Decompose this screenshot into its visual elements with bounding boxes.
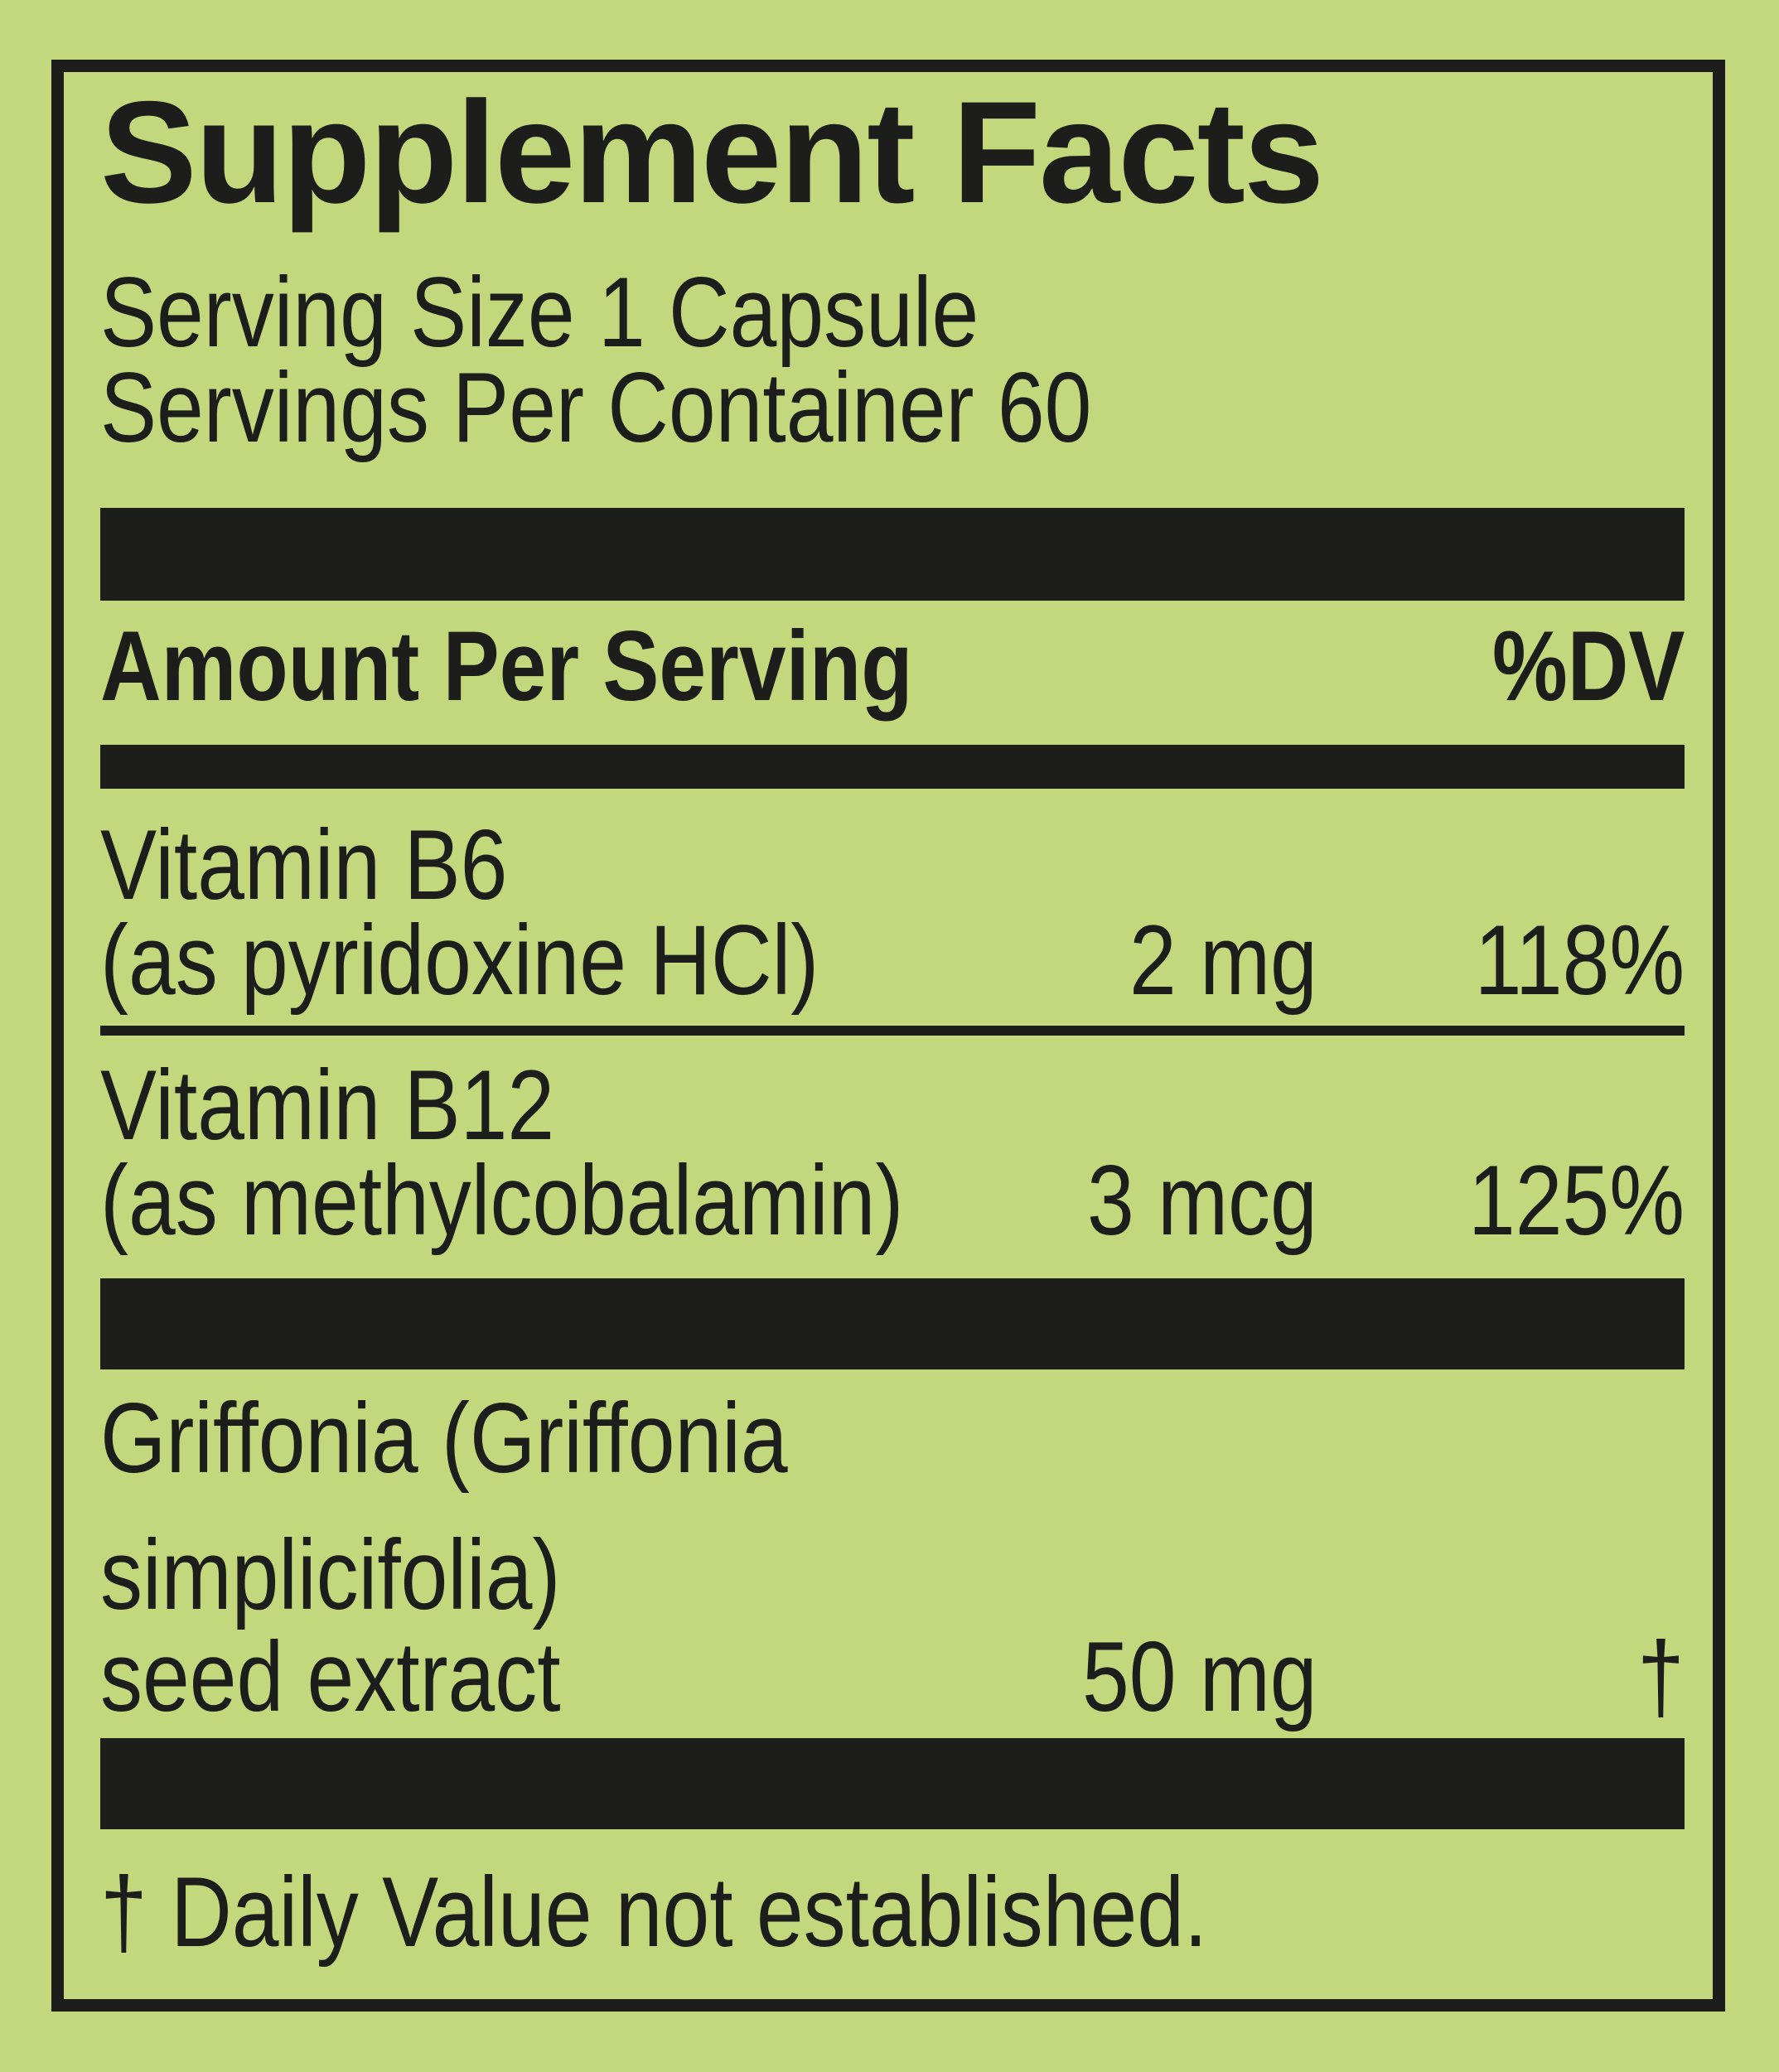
page-title-text: Supplement Facts: [100, 72, 1324, 234]
griffonia-amount: 50 mg: [1082, 1621, 1317, 1732]
nutrient-name-vitamin-b12: Vitamin B12: [100, 1055, 635, 1155]
nutrient-name-vitamin-b6: Vitamin B6: [100, 815, 579, 915]
vitamin-b12-name-text: Vitamin B12: [100, 1050, 555, 1161]
serving-size-text: Serving Size 1 Capsule: [100, 257, 979, 368]
column-header-row: Amount Per Serving %DV: [100, 616, 1685, 716]
vitamin-b12-amount: 3 mcg: [1087, 1145, 1317, 1256]
griffonia-name-line3-text: seed extract: [100, 1621, 561, 1732]
vitamin-b6-name-text: Vitamin B6: [100, 809, 508, 920]
griffonia-name-line2-text: simplicifolia): [100, 1519, 561, 1630]
nutrient-row-griffonia: seed extract 50 mg †: [100, 1627, 1685, 1727]
nutrient-row-vitamin-b12: (as methylcobalamin) 3 mcg 125%: [100, 1151, 1685, 1250]
griffonia-dv-dagger: †: [1637, 1621, 1685, 1732]
vitamin-b6-form-text: (as pyridoxine HCl): [100, 905, 819, 1016]
nutrient-row-vitamin-b6: (as pyridoxine HCl) 2 mg 118%: [100, 910, 1685, 1010]
amount-per-serving-header: Amount Per Serving: [100, 611, 913, 722]
vitamin-b6-amount: 2 mg: [1129, 905, 1317, 1016]
vitamin-b12-form-text: (as methylcobalamin): [100, 1145, 904, 1256]
percent-dv-header: %DV: [1491, 611, 1685, 722]
griffonia-name-line1: Griffonia (Griffonia: [100, 1389, 909, 1488]
page-title: Supplement Facts: [100, 80, 1324, 225]
separator-bar-top: [100, 508, 1685, 601]
daily-value-footnote-text: † Daily Value not established.: [100, 1857, 1208, 1968]
label-border-box: [51, 60, 1725, 2012]
serving-size-line: Serving Size 1 Capsule: [100, 263, 1134, 362]
griffonia-name-line2: simplicifolia): [100, 1525, 641, 1625]
separator-bar-middle: [100, 1278, 1685, 1369]
servings-per-container-line: Servings Per Container 60: [100, 358, 1266, 457]
servings-per-container-text: Servings Per Container 60: [100, 352, 1092, 463]
vitamin-b12-dv: 125%: [1468, 1145, 1685, 1256]
vitamin-b6-dv: 118%: [1474, 905, 1685, 1016]
daily-value-footnote: † Daily Value not established.: [100, 1862, 1403, 1962]
row-divider: [100, 1026, 1685, 1036]
separator-bar-bottom: [100, 1738, 1685, 1829]
griffonia-name-line1-text: Griffonia (Griffonia: [100, 1383, 788, 1494]
separator-bar-header: [100, 745, 1685, 789]
